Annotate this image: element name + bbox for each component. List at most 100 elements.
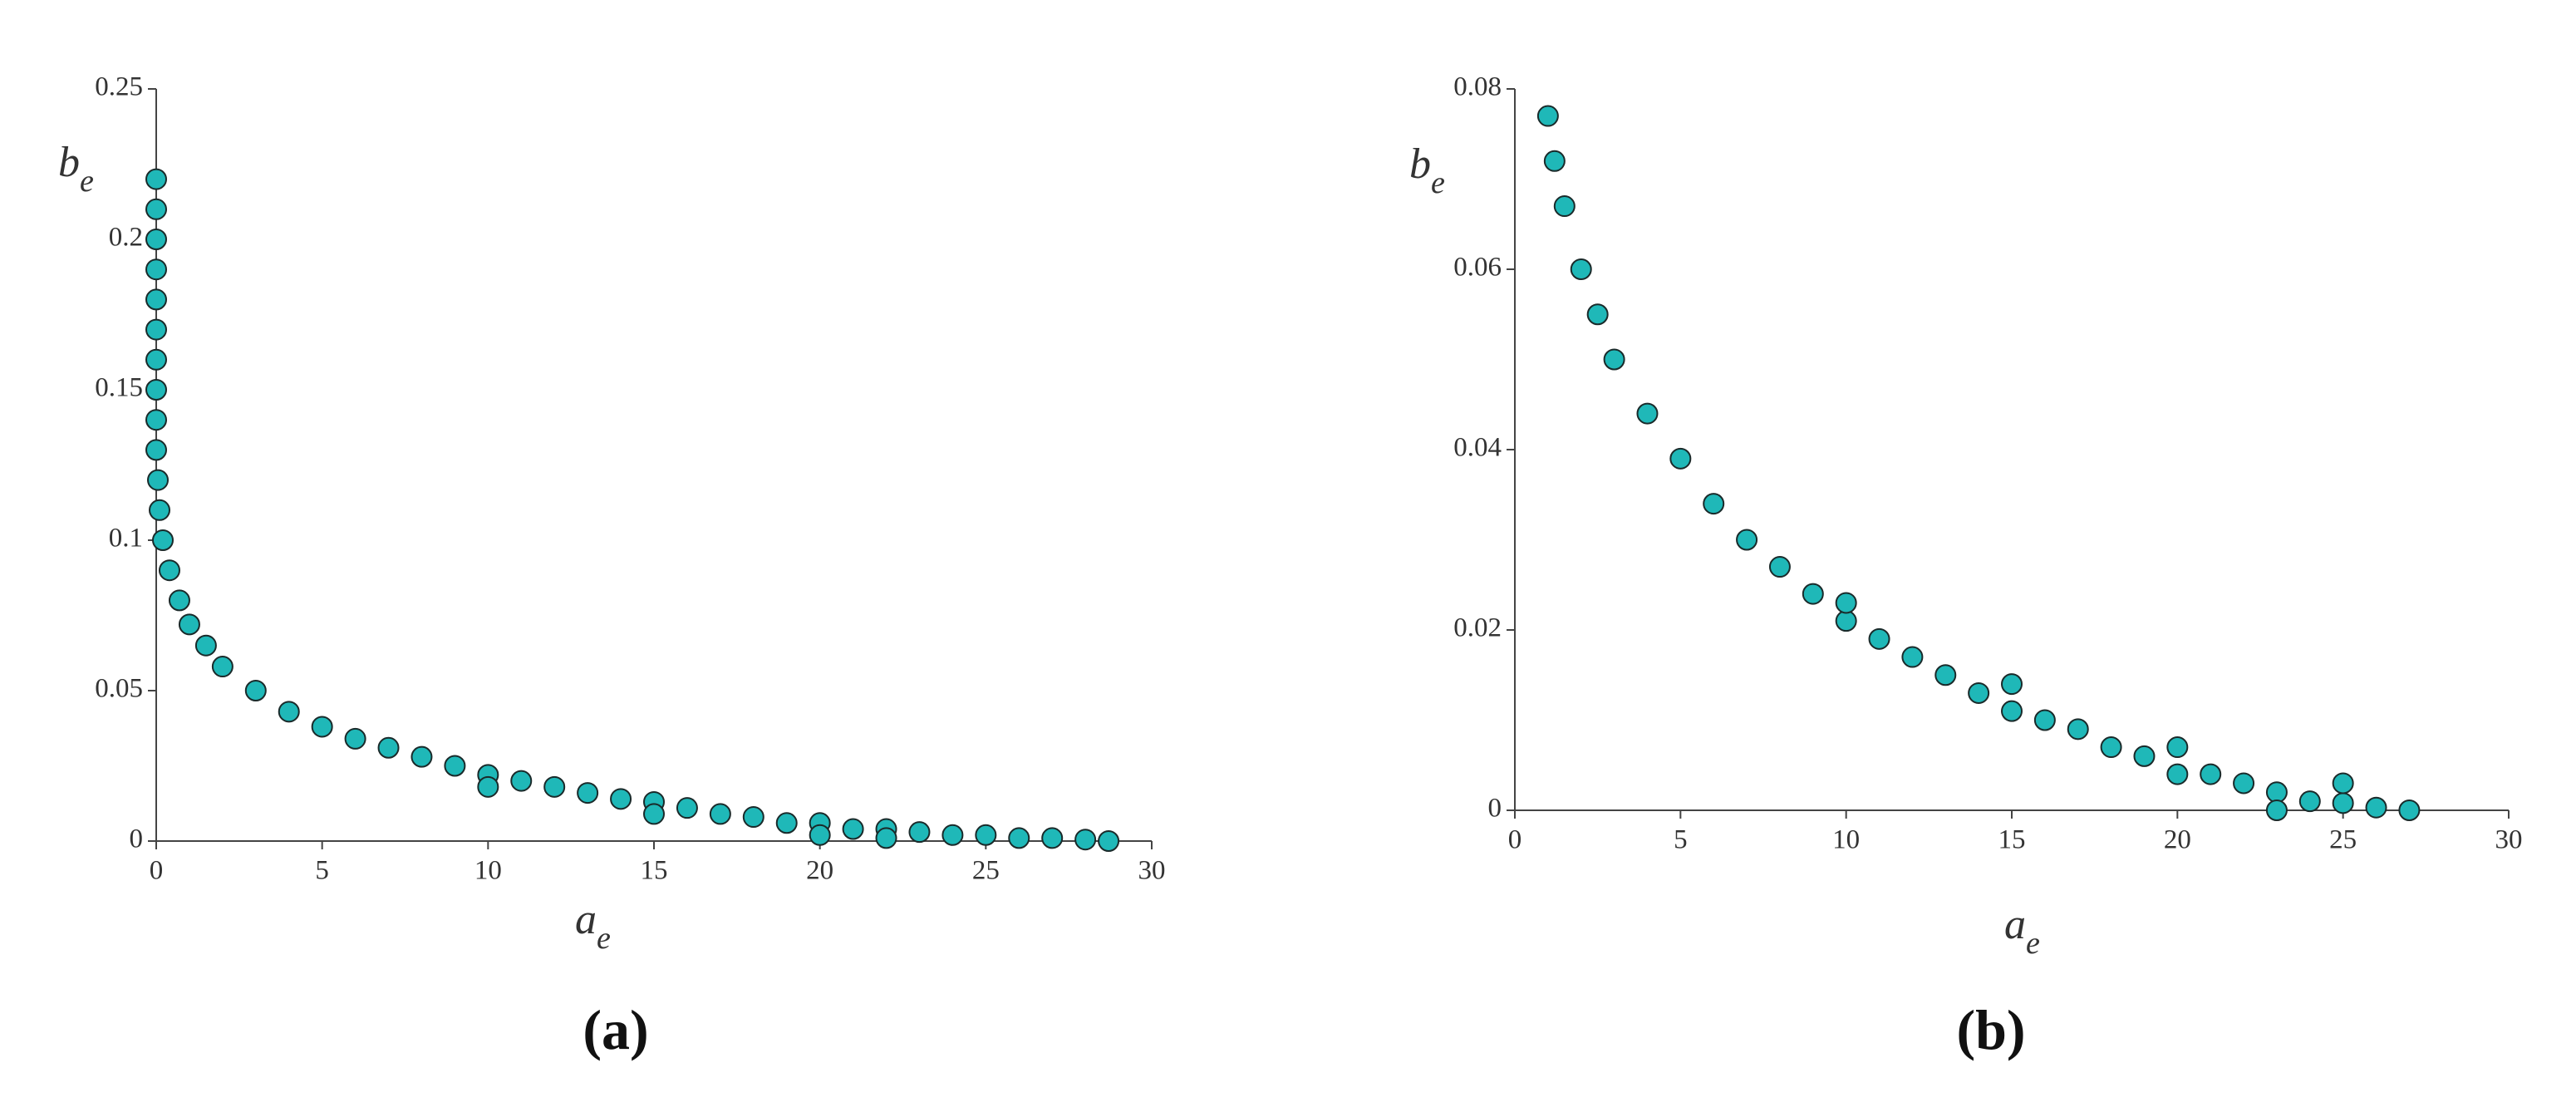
point: [2298, 790, 2321, 813]
point: [1835, 610, 1857, 632]
x-axis-label: ae: [575, 896, 611, 956]
x-tick-label: 0: [1508, 825, 1522, 855]
y-tick-label: 0: [1488, 794, 1502, 824]
point: [709, 803, 731, 825]
x-tick-label: 25: [972, 856, 1000, 886]
point: [145, 348, 167, 371]
point: [2166, 736, 2189, 759]
x-axis-label-subscript: e: [597, 921, 611, 956]
point: [2265, 781, 2288, 804]
point: [2166, 763, 2189, 785]
point: [151, 529, 174, 551]
point: [809, 824, 831, 846]
x-tick-label: 25: [2329, 825, 2357, 855]
point: [1570, 258, 1592, 280]
point: [1543, 150, 1566, 172]
y-tick-label: 0.05: [95, 674, 143, 704]
point: [377, 736, 400, 759]
point: [1041, 827, 1064, 849]
point: [278, 701, 300, 723]
x-tick-label: 0: [150, 856, 164, 886]
point: [145, 229, 167, 250]
point: [2001, 673, 2023, 696]
y-tick-label: 0.02: [1453, 613, 1502, 643]
point: [676, 797, 698, 819]
x-axis-label-text: a: [2004, 901, 2026, 948]
point: [2265, 800, 2288, 821]
y-tick-label: 0.06: [1453, 253, 1502, 283]
point: [145, 409, 167, 431]
point: [543, 775, 566, 798]
point: [211, 656, 234, 678]
point: [2067, 718, 2089, 740]
x-tick-label: 10: [1832, 825, 1860, 855]
point: [145, 379, 167, 401]
point: [444, 755, 466, 777]
point: [477, 775, 499, 798]
point: [742, 806, 764, 829]
point: [908, 821, 931, 844]
point: [1603, 348, 1625, 371]
point: [842, 818, 864, 840]
point: [1802, 583, 1824, 605]
point: [194, 634, 217, 657]
x-tick-label: 10: [474, 856, 502, 886]
point: [510, 770, 533, 792]
x-tick-label: 20: [806, 856, 833, 886]
point: [1536, 105, 1559, 127]
y-tick-label: 0.15: [95, 373, 143, 403]
point: [2100, 736, 2122, 759]
x-axis-label-text: a: [575, 896, 597, 943]
x-tick-label: 30: [2495, 825, 2523, 855]
y-tick-label: 0.04: [1453, 433, 1502, 463]
x-tick-label: 15: [1998, 825, 2026, 855]
y-tick-label: 0.08: [1453, 72, 1502, 102]
point: [1901, 646, 1924, 668]
point: [244, 680, 267, 701]
point: [1008, 827, 1030, 849]
point: [344, 727, 366, 750]
point: [2001, 700, 2023, 722]
point: [2133, 745, 2156, 767]
panel-label: (b): [1956, 998, 2025, 1061]
point: [775, 812, 798, 834]
point: [1074, 829, 1097, 851]
point: [1636, 402, 1659, 425]
y-tick-label: 0.25: [95, 72, 143, 102]
point: [145, 198, 167, 220]
point: [610, 788, 632, 810]
point: [145, 258, 167, 281]
y-axis-label-text: b: [58, 139, 80, 186]
y-tick-label: 0.2: [109, 223, 143, 253]
y-axis-label: be: [1409, 140, 1445, 200]
point: [2365, 796, 2387, 819]
y-tick-label: 0: [130, 824, 144, 854]
panel-label: (a): [583, 998, 648, 1061]
point: [145, 288, 167, 311]
point: [1669, 447, 1692, 470]
x-tick-label: 15: [641, 856, 668, 886]
point: [1835, 592, 1857, 614]
x-tick-label: 5: [315, 856, 329, 886]
point: [577, 782, 599, 804]
x-tick-label: 30: [1138, 856, 1166, 886]
point: [875, 827, 897, 849]
point: [643, 803, 665, 825]
point: [1703, 493, 1725, 515]
point: [2233, 772, 2255, 795]
point: [145, 168, 167, 190]
point: [975, 824, 997, 846]
x-tick-label: 20: [2164, 825, 2191, 855]
point: [1098, 830, 1120, 852]
point: [311, 716, 333, 738]
y-axis-label-subscript: e: [80, 164, 94, 199]
point: [1968, 681, 1990, 704]
y-axis-label-subscript: e: [1431, 165, 1445, 200]
x-tick-label: 5: [1674, 825, 1688, 855]
y-axis-label-text: b: [1409, 140, 1431, 188]
point: [145, 318, 167, 341]
x-axis-label: ae: [2004, 901, 2040, 961]
point: [2332, 772, 2354, 795]
point: [2033, 709, 2056, 731]
